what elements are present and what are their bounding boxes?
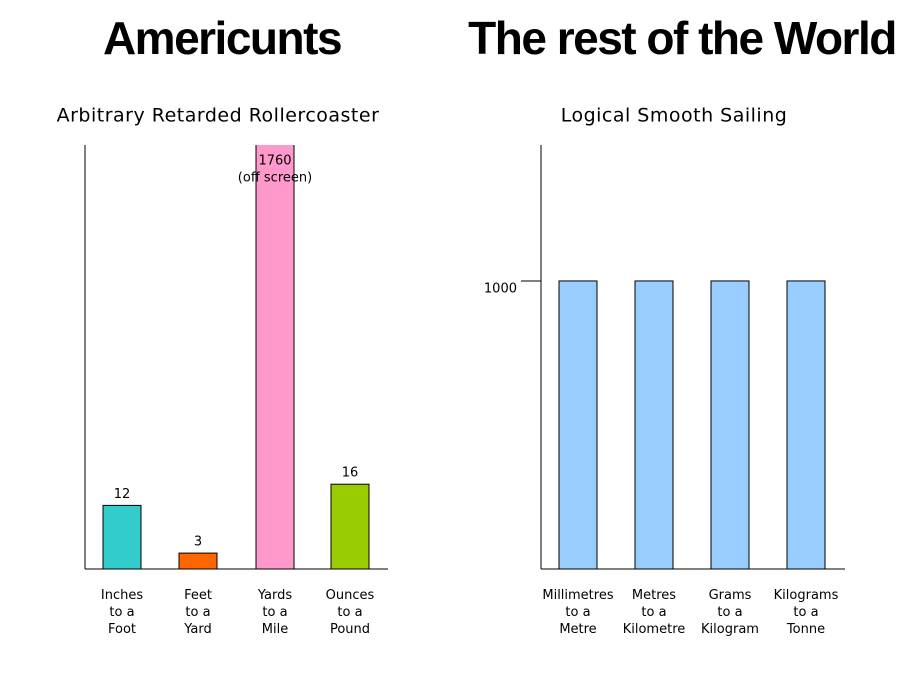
chart-title: Arbitrary Retarded Rollercoaster bbox=[57, 105, 380, 127]
bar bbox=[786, 280, 826, 570]
heading: Americunts bbox=[103, 12, 341, 64]
value-label: 3 bbox=[194, 535, 202, 550]
value-label: 16 bbox=[342, 466, 359, 481]
heading: The rest of the World bbox=[468, 12, 896, 64]
bar bbox=[634, 280, 674, 570]
bar bbox=[178, 552, 218, 570]
bar bbox=[255, 145, 295, 570]
y-tick-label: 1000 bbox=[484, 281, 517, 296]
bar bbox=[558, 280, 598, 570]
value-label: 12 bbox=[114, 487, 131, 502]
x-tick-label: Yards to a Mile bbox=[257, 588, 293, 637]
x-tick-label: Grams to a Kilogram bbox=[701, 588, 759, 637]
bar bbox=[102, 504, 142, 570]
x-tick-label: Ounces to a Pound bbox=[325, 588, 375, 637]
x-tick-label: Millimetres to a Metre bbox=[542, 588, 614, 637]
x-tick-label: Feet to a Yard bbox=[184, 588, 212, 637]
chart-title: Logical Smooth Sailing bbox=[561, 105, 788, 127]
annotation: (off screen) bbox=[238, 171, 312, 186]
value-label: 1760 bbox=[258, 154, 291, 169]
x-tick-label: Inches to a Foot bbox=[100, 588, 144, 637]
bar bbox=[330, 483, 370, 570]
bar bbox=[710, 280, 750, 570]
x-tick-label: Metres to a Kilometre bbox=[622, 588, 686, 637]
x-tick-label: Kilograms to a Tonne bbox=[773, 588, 839, 637]
